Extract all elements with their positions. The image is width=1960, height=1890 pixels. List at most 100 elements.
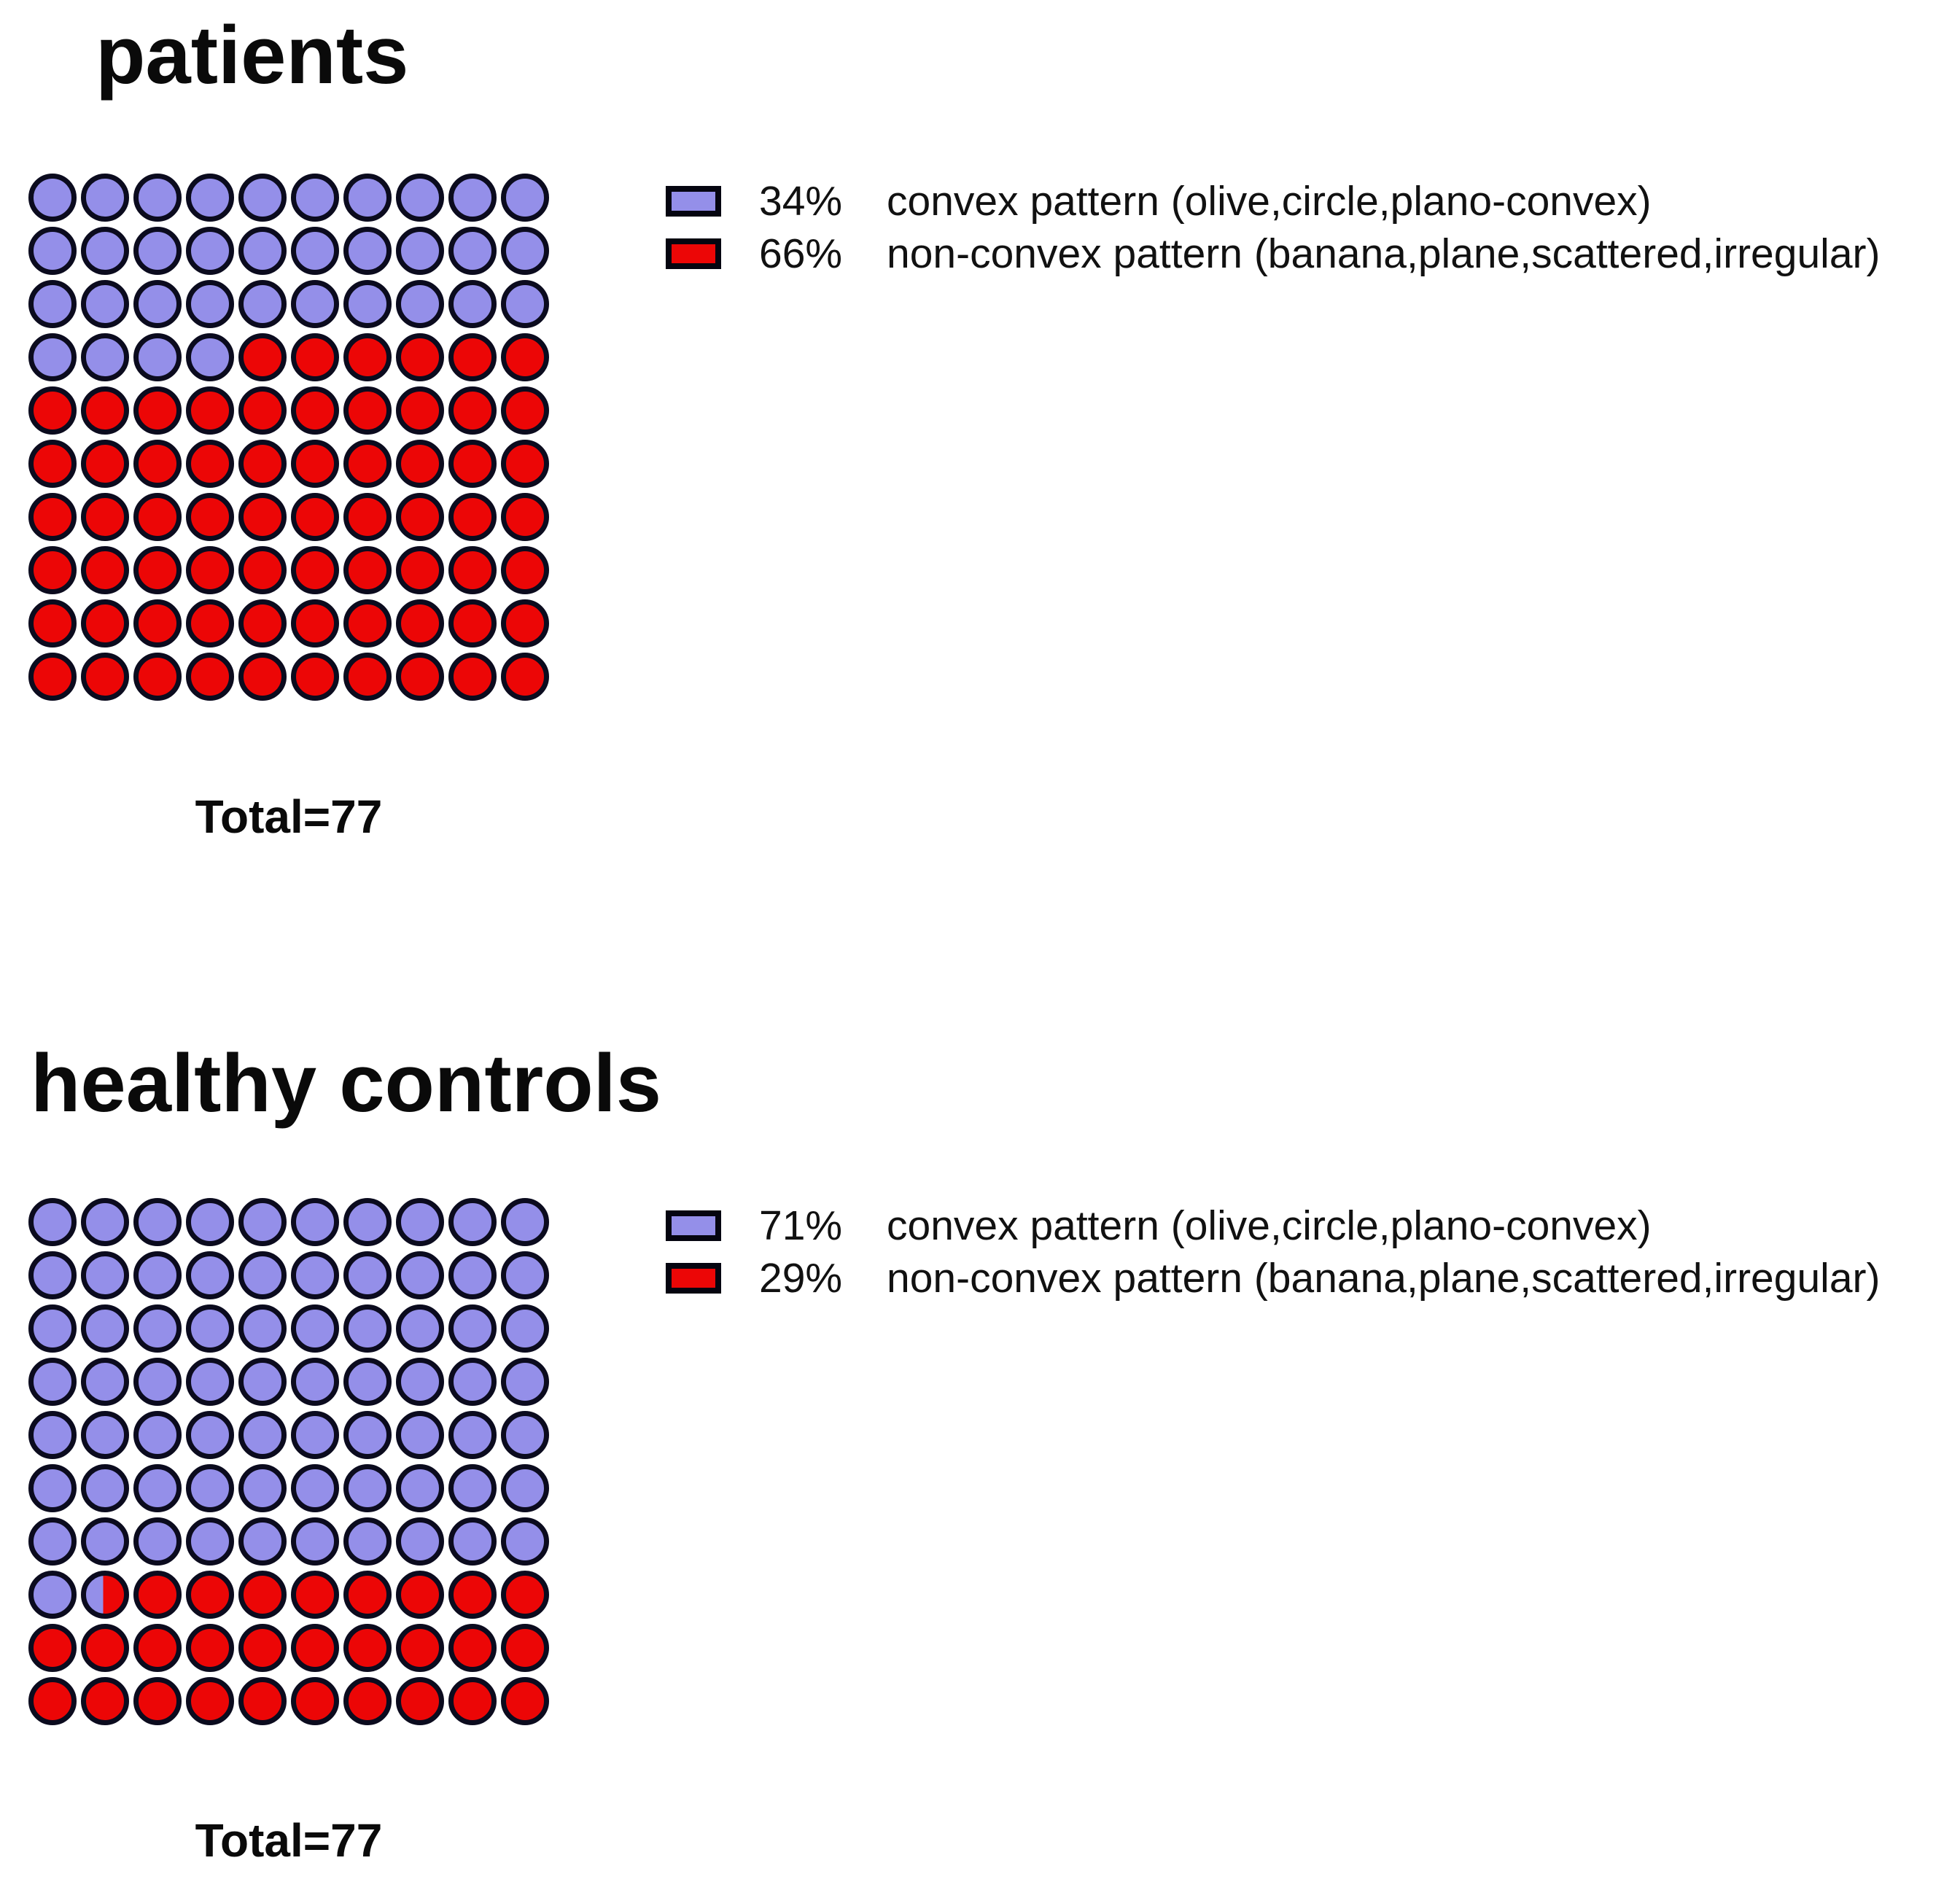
waffle-dot (501, 386, 549, 435)
legend-label: non-convex pattern (banana,plane,scatter… (887, 230, 1881, 277)
legend-label: convex pattern (olive,circle,plano-conve… (887, 1202, 1652, 1249)
waffle-dot (81, 1304, 129, 1353)
waffle-dot (238, 333, 287, 381)
waffle-dot (448, 1411, 497, 1459)
waffle-dot (396, 227, 444, 275)
legend-item-convex: 34% convex pattern (olive,circle,plano-c… (666, 175, 1881, 228)
waffle-dot (186, 174, 234, 222)
waffle-dot (343, 440, 392, 488)
waffle-dot (343, 386, 392, 435)
waffle-dot (343, 280, 392, 328)
waffle-dot (501, 280, 549, 328)
waffle-dot (133, 1677, 182, 1725)
waffle-dot (133, 1251, 182, 1299)
waffle-dot (81, 440, 129, 488)
waffle-dot (28, 1411, 77, 1459)
waffle-dot (81, 1464, 129, 1512)
waffle-dot (186, 1411, 234, 1459)
waffle-dot (81, 1624, 129, 1672)
waffle-dot (81, 227, 129, 275)
waffle-dot (501, 1624, 549, 1672)
waffle-dot (81, 1198, 129, 1246)
legend-percent: 66% (759, 230, 843, 277)
waffle-dot (186, 280, 234, 328)
panel-title-healthy-controls: healthy controls (31, 1038, 662, 1129)
waffle-dot (186, 1358, 234, 1406)
panel-title-patients: patients (96, 9, 409, 101)
waffle-dot (238, 386, 287, 435)
waffle-dot (238, 653, 287, 701)
waffle-dot (133, 227, 182, 275)
waffle-dot (28, 1464, 77, 1512)
waffle-dot (396, 174, 444, 222)
waffle-dot (501, 440, 549, 488)
waffle-dot (396, 1517, 444, 1566)
waffle-dot (238, 1358, 287, 1406)
waffle-dot (28, 1517, 77, 1566)
waffle-dot (133, 1198, 182, 1246)
waffle-dot (343, 227, 392, 275)
waffle-dot (291, 386, 339, 435)
waffle-dot (396, 280, 444, 328)
waffle-dot (238, 1411, 287, 1459)
waffle-dot (501, 546, 549, 594)
waffle-dot (501, 227, 549, 275)
waffle-dot (448, 333, 497, 381)
waffle-dot (81, 174, 129, 222)
waffle-dot (133, 1358, 182, 1406)
waffle-dot (133, 546, 182, 594)
waffle-dot (238, 1677, 287, 1725)
waffle-dot (186, 1571, 234, 1619)
waffle-dot (396, 546, 444, 594)
waffle-dot (501, 1198, 549, 1246)
waffle-dot (448, 280, 497, 328)
waffle-dot (133, 174, 182, 222)
waffle-dot (501, 599, 549, 648)
waffle-dot (81, 1358, 129, 1406)
legend-item-non-convex: 29% non-convex pattern (banana,plane,sca… (666, 1252, 1881, 1304)
waffle-dot (501, 1304, 549, 1353)
waffle-dot (81, 1571, 129, 1619)
waffle-dot (291, 280, 339, 328)
waffle-dot (448, 653, 497, 701)
waffle-dot (133, 1464, 182, 1512)
waffle-dot (291, 1358, 339, 1406)
waffle-dot (28, 653, 77, 701)
waffle-dot (448, 1624, 497, 1672)
waffle-dot (28, 1198, 77, 1246)
waffle-dot (396, 333, 444, 381)
waffle-dot (396, 1358, 444, 1406)
waffle-dot (343, 1198, 392, 1246)
waffle-dot (186, 546, 234, 594)
waffle-dot (343, 1677, 392, 1725)
waffle-dot (238, 1571, 287, 1619)
waffle-dot (186, 1677, 234, 1725)
waffle-dot (238, 1464, 287, 1512)
legend-patients: 34% convex pattern (olive,circle,plano-c… (666, 175, 1881, 280)
waffle-dot (501, 1251, 549, 1299)
waffle-dot (343, 1571, 392, 1619)
waffle-dot (28, 174, 77, 222)
waffle-dot (81, 653, 129, 701)
legend-percent: 71% (759, 1202, 843, 1249)
waffle-dot (133, 1624, 182, 1672)
waffle-dot (396, 1198, 444, 1246)
waffle-dot (28, 1251, 77, 1299)
waffle-dot (186, 1517, 234, 1566)
waffle-dot (186, 599, 234, 648)
waffle-dot (186, 1464, 234, 1512)
convex-color-swatch (666, 1210, 721, 1241)
waffle-dot (343, 493, 392, 541)
waffle-dot (238, 1624, 287, 1672)
waffle-dot (81, 280, 129, 328)
waffle-dot (291, 1517, 339, 1566)
waffle-dot (133, 440, 182, 488)
waffle-dot (291, 333, 339, 381)
waffle-dot (238, 227, 287, 275)
waffle-dot (396, 386, 444, 435)
waffle-dot (186, 386, 234, 435)
waffle-dot (396, 1251, 444, 1299)
waffle-dot (343, 599, 392, 648)
waffle-dot (81, 333, 129, 381)
waffle-dot (133, 1571, 182, 1619)
